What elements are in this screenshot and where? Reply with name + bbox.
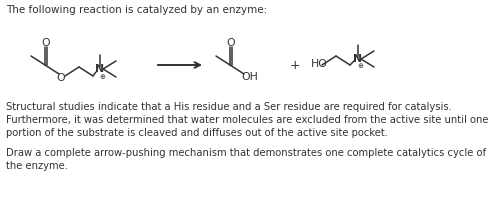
Text: Draw a complete arrow-pushing mechanism that demonstrates one complete catalytic: Draw a complete arrow-pushing mechanism … <box>6 148 486 158</box>
Text: HO: HO <box>311 59 328 69</box>
Text: Structural studies indicate that a His residue and a Ser residue are required fo: Structural studies indicate that a His r… <box>6 102 452 112</box>
Text: the enzyme.: the enzyme. <box>6 161 68 171</box>
Text: +: + <box>290 59 300 72</box>
Text: ⊕: ⊕ <box>357 63 363 69</box>
Text: OH: OH <box>242 72 258 82</box>
Text: ⊕: ⊕ <box>99 74 105 80</box>
Text: O: O <box>42 38 50 48</box>
Text: N: N <box>96 64 104 74</box>
Text: The following reaction is catalyzed by an enzyme:: The following reaction is catalyzed by a… <box>6 5 267 15</box>
Text: Furthermore, it was determined that water molecules are excluded from the active: Furthermore, it was determined that wate… <box>6 115 488 125</box>
Text: N: N <box>354 54 362 64</box>
Text: portion of the substrate is cleaved and diffuses out of the active site pocket.: portion of the substrate is cleaved and … <box>6 128 388 138</box>
Text: O: O <box>226 38 235 48</box>
Text: O: O <box>56 73 66 83</box>
